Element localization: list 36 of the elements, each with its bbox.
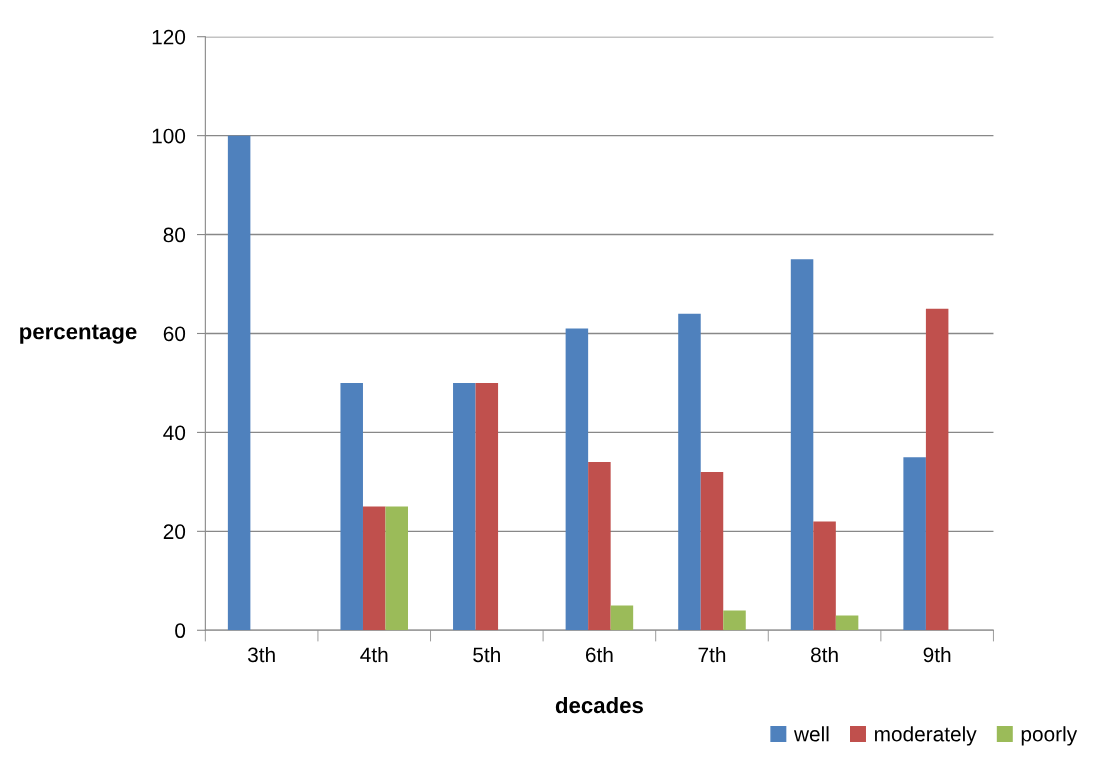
x-tick-label: 9th [923,646,951,663]
bar [453,382,476,631]
bar [565,328,589,631]
x-tick-label: 8th [811,646,838,663]
y-tick-label: 0 [175,623,186,639]
bar [813,521,836,631]
bar [227,135,251,631]
legend-label: moderately [875,726,977,746]
bar [678,313,701,631]
bar [475,382,499,631]
bar [610,605,634,631]
bar [835,615,859,631]
x-tick-label: 6th [585,646,613,663]
bar [385,506,408,631]
bar [340,382,363,631]
x-tick-label: 3th [247,646,275,663]
y-tick-label: 40 [163,425,186,441]
x-tick-label: 7th [698,646,726,663]
y-tick-label: 120 [152,29,186,45]
legend-label: well [793,726,829,742]
y-tick-label: 80 [163,227,186,243]
bar [925,308,949,631]
y-tick-label: 60 [163,326,186,342]
bar [588,462,611,631]
bar [700,471,724,631]
y-tick-label: 100 [152,128,186,144]
bar [790,259,814,631]
y-axis-title: percentage [20,324,137,344]
bar [903,457,926,631]
y-tick-label: 20 [163,524,186,540]
legend-label: poorly [1021,726,1078,746]
bar [362,506,386,631]
x-tick-label: 4th [360,646,388,663]
x-axis-title: decades [555,696,643,714]
bar [723,610,746,631]
x-tick-label: 5th [473,646,500,663]
